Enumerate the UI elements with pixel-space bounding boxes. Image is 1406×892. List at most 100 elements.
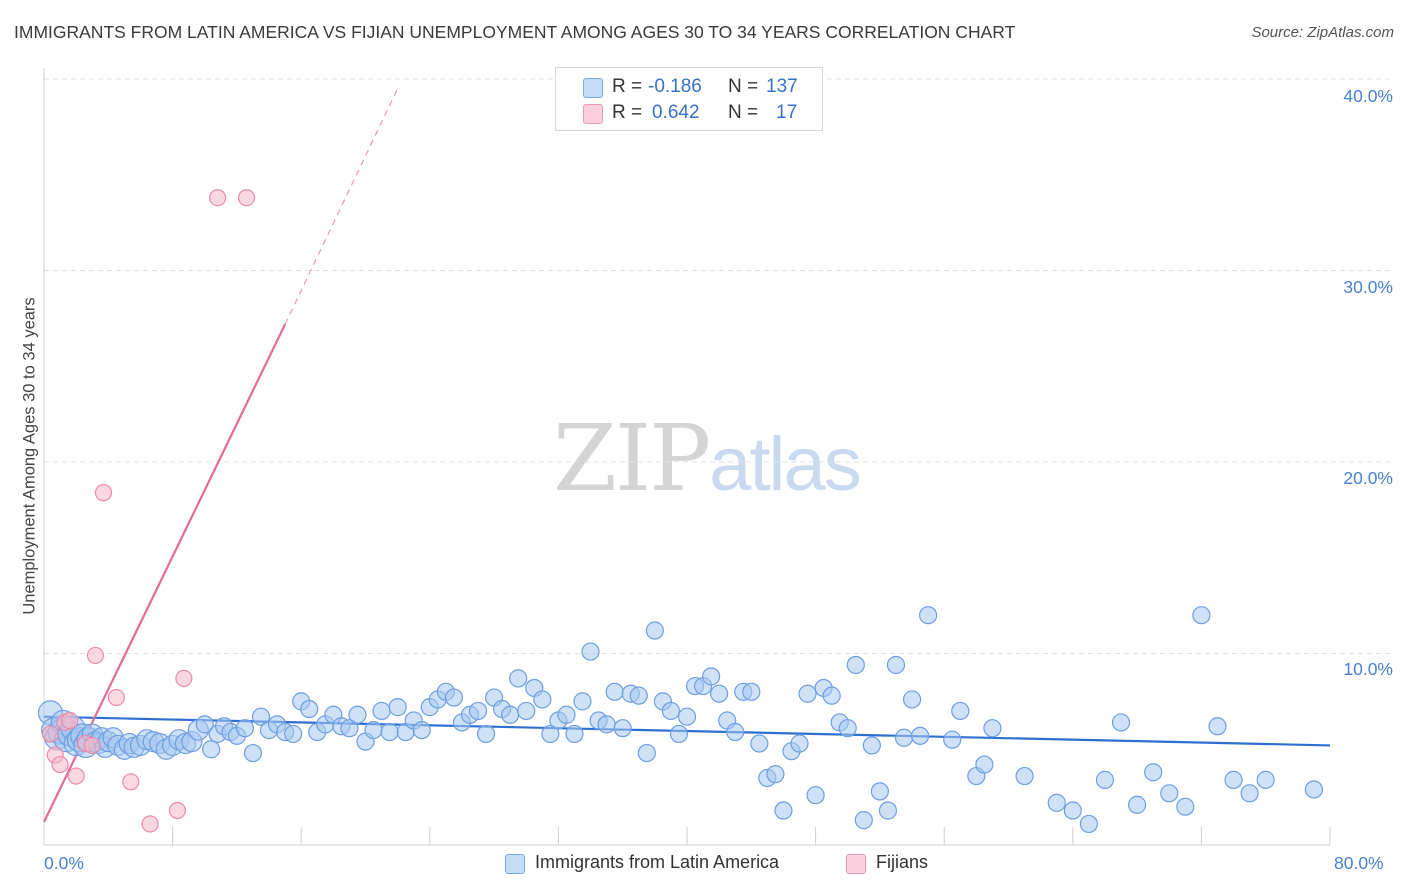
data-point-latin-america [348, 705, 367, 724]
watermark: ZIPatlas [553, 405, 862, 512]
watermark-zip: ZIP [553, 405, 711, 512]
data-point-latin-america [557, 705, 576, 724]
x-tick-label-min: 0.0% [44, 853, 84, 873]
data-point-latin-america [581, 642, 600, 661]
data-point-latin-america [1192, 606, 1211, 625]
data-point-latin-america [444, 688, 464, 707]
data-point-latin-america [1079, 814, 1098, 834]
data-point-latin-america [894, 728, 914, 747]
data-point-latin-america [645, 621, 664, 640]
data-point-latin-america [1144, 763, 1163, 782]
data-point-latin-america [533, 690, 552, 709]
legend-label-fijians: Fijians [876, 852, 929, 872]
data-point-latin-america [629, 686, 648, 705]
data-point-fijians [107, 688, 125, 707]
data-point-fijians [122, 773, 140, 791]
data-point-latin-america [766, 765, 785, 784]
data-point-fijians [94, 484, 113, 502]
data-point-latin-america [565, 724, 584, 744]
data-point-latin-america [1015, 766, 1034, 786]
data-point-latin-america [284, 724, 303, 744]
data-point-latin-america [1063, 801, 1082, 820]
data-point-latin-america [862, 736, 881, 755]
data-point-fijians [209, 189, 227, 207]
series-legend: Immigrants from Latin America Fijians [0, 852, 1406, 878]
y-tick-label-40: 40.0% [1343, 86, 1393, 106]
legend-n-value: 137 [766, 76, 798, 97]
legend-r-label: R = [612, 76, 643, 97]
legend-r-value: 0.642 [652, 102, 700, 123]
data-point-latin-america [1256, 770, 1275, 789]
data-point-latin-america [1095, 770, 1115, 789]
data-point-latin-america [910, 726, 930, 745]
data-point-latin-america [1224, 770, 1243, 789]
data-point-latin-america [380, 722, 399, 742]
legend-r-label: R = [612, 102, 643, 123]
data-point-latin-america [750, 734, 769, 753]
data-point-latin-america [919, 606, 938, 625]
chart-title: IMMIGRANTS FROM LATIN AMERICA VS FIJIAN … [14, 22, 1016, 42]
legend-swatch-pink [846, 854, 866, 874]
data-point-latin-america [613, 719, 632, 738]
data-point-latin-america [702, 667, 721, 686]
data-point-latin-america [951, 701, 970, 721]
data-point-latin-america [983, 719, 1002, 738]
data-point-latin-america [541, 724, 560, 744]
data-point-latin-america [1304, 780, 1324, 799]
correlation-legend: R = -0.186 N = 137 R = 0.642 N = 17 [555, 67, 823, 131]
data-point-latin-america [468, 701, 488, 721]
data-point-fijians [237, 189, 256, 207]
data-point-latin-america [1208, 717, 1227, 736]
data-point-latin-america [902, 690, 922, 709]
y-tick-label-10: 10.0% [1343, 659, 1393, 679]
watermark-atlas: atlas [709, 422, 862, 507]
data-point-fijians [61, 711, 79, 730]
legend-n-label: N = [728, 102, 759, 123]
data-point-fijians [67, 767, 85, 785]
y-axis-label: Unemployment Among Ages 30 to 34 years [20, 297, 39, 615]
data-point-latin-america [412, 720, 431, 740]
data-point-latin-america [195, 715, 214, 734]
data-point-fijians [83, 736, 101, 755]
data-point-latin-america [476, 724, 496, 744]
data-point-latin-america [822, 686, 841, 705]
data-point-latin-america [637, 743, 656, 763]
data-point-latin-america [388, 698, 407, 717]
data-point-fijians [141, 815, 159, 833]
data-point-latin-america [710, 684, 729, 703]
data-point-latin-america [1160, 784, 1179, 803]
data-point-latin-america [943, 730, 962, 749]
data-point-latin-america [251, 707, 271, 726]
data-point-latin-america [669, 724, 689, 744]
data-point-latin-america [1127, 795, 1147, 814]
data-point-latin-america [846, 655, 865, 675]
x-tick-label-max: 80.0% [1334, 853, 1384, 873]
data-point-latin-america [854, 811, 873, 830]
data-point-latin-america [774, 801, 793, 820]
legend-n-label: N = [728, 76, 759, 97]
data-point-latin-america [677, 707, 697, 726]
data-point-latin-america [235, 719, 255, 738]
data-point-latin-america [790, 734, 809, 753]
data-point-latin-america [878, 801, 898, 820]
data-point-latin-america [605, 682, 624, 701]
series-latin-america-points [37, 606, 1324, 834]
data-point-latin-america [517, 701, 536, 721]
series-fijians-points [41, 189, 256, 833]
data-point-latin-america [1047, 793, 1066, 812]
data-point-latin-america [202, 740, 221, 759]
source-credit: Source: ZipAtlas.com [1251, 24, 1394, 41]
data-point-latin-america [597, 715, 616, 734]
data-point-latin-america [806, 786, 825, 805]
data-point-fijians [41, 725, 60, 743]
legend-label-latin-america: Immigrants from Latin America [535, 852, 780, 872]
data-point-latin-america [1111, 713, 1131, 732]
y-tick-label-20: 20.0% [1343, 468, 1393, 488]
data-point-fijians [51, 755, 69, 774]
data-point-latin-america [509, 669, 528, 688]
data-point-latin-america [300, 699, 319, 719]
data-point-fijians [86, 646, 105, 665]
data-point-latin-america [340, 719, 359, 738]
trend-line-fijians-extension [284, 88, 399, 325]
gridlines [44, 78, 1392, 654]
